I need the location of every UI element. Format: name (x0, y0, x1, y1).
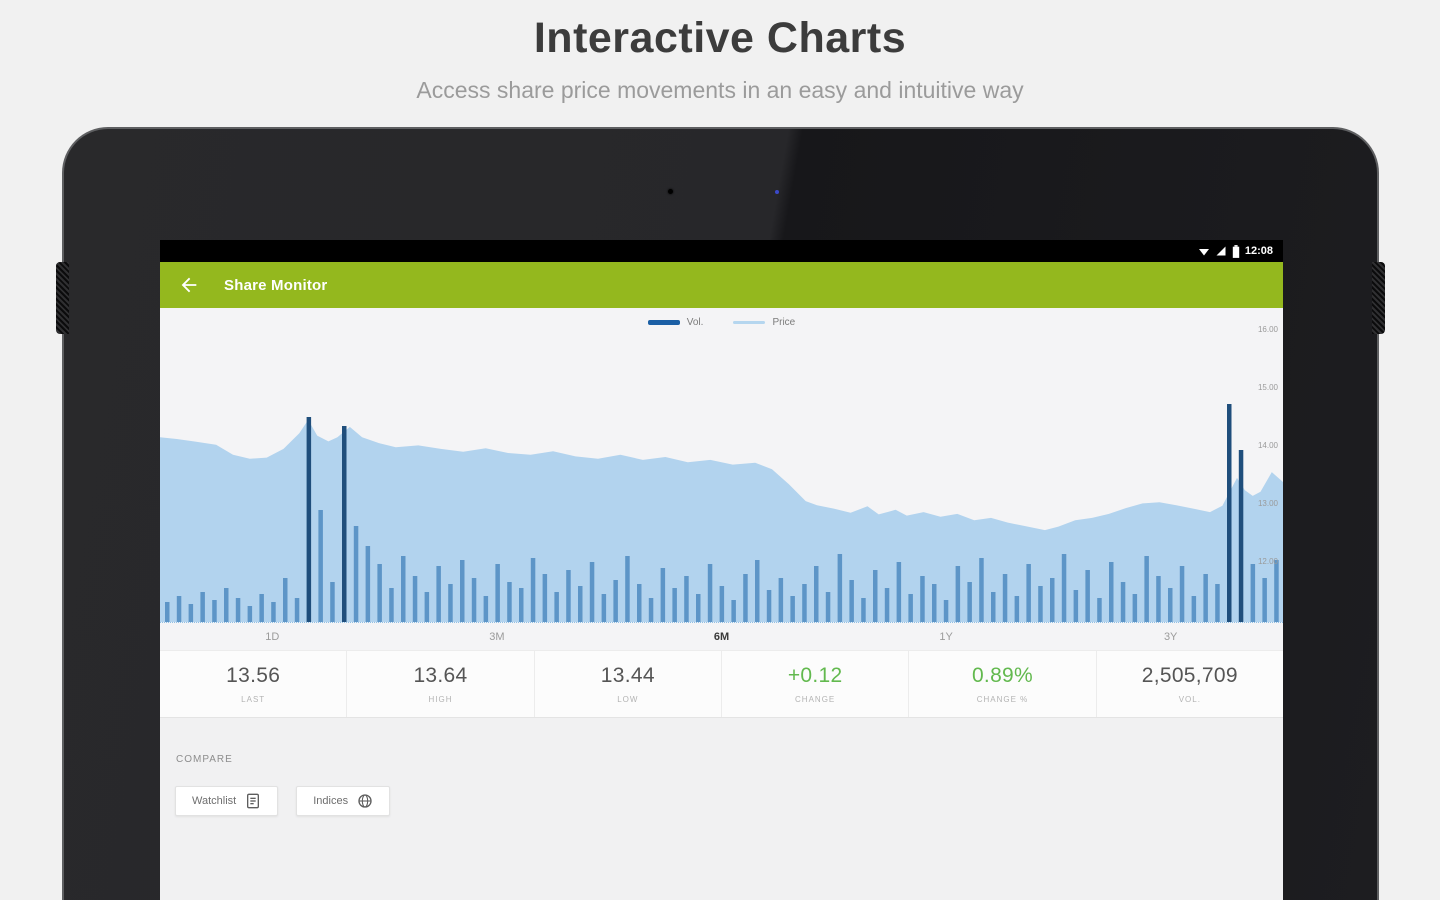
y-axis-label: 14.00 (1257, 441, 1278, 450)
chart-plot[interactable] (160, 308, 1283, 622)
compare-section: COMPARE Watchlist Indices (160, 718, 1283, 900)
page-subtitle: Access share price movements in an easy … (416, 77, 1024, 103)
stat-change-pct-value: 0.89% (971, 664, 1033, 687)
app-bar: Share Monitor (160, 262, 1283, 308)
wifi-icon (1198, 249, 1209, 256)
stat-low-value: 13.44 (600, 664, 655, 687)
watchlist-button-label: Watchlist (192, 795, 237, 807)
watchlist-button[interactable]: Watchlist (175, 786, 279, 816)
compare-heading: COMPARE (176, 754, 233, 765)
status-bar: 12:08 (160, 240, 1283, 262)
compare-buttons: Watchlist Indices (175, 786, 391, 816)
stat-last-label: LAST (241, 695, 266, 704)
stat-high-value: 13.64 (413, 664, 468, 687)
stat-low: 13.44 LOW (535, 651, 722, 717)
indices-button-label: Indices (313, 795, 349, 807)
microphone-dot (668, 189, 673, 194)
stat-last: 13.56 LAST (160, 651, 348, 717)
indices-button[interactable]: Indices (296, 786, 391, 816)
range-tab-6m[interactable]: 6M (713, 630, 730, 643)
legend-item-vol: Vol. (647, 317, 704, 328)
globe-icon (358, 794, 372, 808)
range-tab-3y[interactable]: 3Y (1163, 630, 1178, 643)
page-title: Interactive Charts (533, 14, 907, 62)
watchlist-icon (247, 793, 260, 809)
y-axis-label: 12.00 (1257, 557, 1278, 566)
y-axis-label: 16.00 (1257, 325, 1278, 334)
chart-legend: Vol. Price (160, 317, 1283, 328)
legend-item-price: Price (733, 317, 795, 328)
range-tabs: 1D 3M 6M 1Y 3Y (160, 622, 1283, 650)
legend-vol-label: Vol. (686, 317, 704, 328)
tablet-frame: 12:08 Share Monitor Vol. Price (56, 127, 1385, 900)
back-button[interactable] (166, 262, 212, 308)
signal-icon (1216, 246, 1226, 256)
right-edge-grip (1372, 262, 1385, 334)
stat-high-label: HIGH (428, 695, 453, 704)
front-camera-icon (775, 190, 779, 194)
range-tab-3m[interactable]: 3M (489, 630, 505, 643)
stat-last-value: 13.56 (226, 664, 281, 687)
stat-change-pct-label: CHANGE % (976, 695, 1029, 704)
vol-swatch (647, 320, 680, 325)
legend-price-label: Price (772, 317, 796, 328)
left-edge-grip (56, 262, 69, 334)
stat-change-pct: 0.89% CHANGE % (909, 651, 1097, 717)
stat-volume: 2,505,709 VOL. (1097, 651, 1283, 717)
stat-low-label: LOW (617, 695, 639, 704)
stat-high: 13.64 HIGH (347, 651, 535, 717)
stat-volume-value: 2,505,709 (1141, 664, 1238, 687)
stat-change-value: +0.12 (787, 664, 843, 687)
y-axis-label: 13.00 (1257, 499, 1278, 508)
page-header: Interactive Charts Access share price mo… (0, 0, 1440, 104)
range-tab-1d[interactable]: 1D (265, 630, 280, 643)
range-tab-1y[interactable]: 1Y (939, 630, 953, 643)
stat-volume-label: VOL. (1178, 695, 1201, 704)
tablet-screen: 12:08 Share Monitor Vol. Price (160, 240, 1283, 900)
stat-change-label: CHANGE (795, 695, 836, 704)
y-axis-label: 15.00 (1257, 383, 1278, 392)
price-swatch (733, 321, 766, 324)
battery-icon (1232, 244, 1240, 258)
back-arrow-icon (181, 277, 197, 293)
status-time: 12:08 (1244, 245, 1273, 257)
stats-row: 13.56 LAST 13.64 HIGH 13.44 LOW +0.12 CH… (160, 650, 1283, 718)
app-bar-title: Share Monitor (224, 276, 328, 294)
stat-change: +0.12 CHANGE (722, 651, 910, 717)
price-volume-chart[interactable]: Vol. Price 16.00 15.00 14.00 13.00 12.00 (160, 308, 1283, 622)
